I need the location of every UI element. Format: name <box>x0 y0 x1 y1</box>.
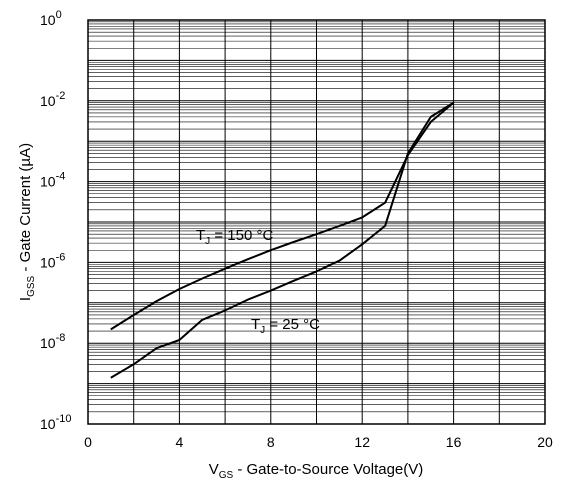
series-line-150c <box>110 101 455 331</box>
series-label-25c: TJ = 25 °C <box>251 316 320 336</box>
y-tick-labels: 100 10-2 10-4 10-6 10-8 10-10 <box>40 9 71 432</box>
x-tick-labels: 0 4 8 12 16 20 <box>84 434 553 450</box>
y-tick-label: 10-10 <box>40 413 71 432</box>
y-tick-label: 10-8 <box>40 332 65 351</box>
plot-frame <box>87 19 546 425</box>
x-tick-label: 0 <box>84 434 92 450</box>
x-tick-label: 8 <box>267 434 275 450</box>
y-tick-label: 100 <box>40 9 62 28</box>
series-group <box>110 101 455 379</box>
x-tick-label: 20 <box>537 434 553 450</box>
series-line-25c <box>110 101 455 379</box>
x-tick-label: 12 <box>354 434 370 450</box>
series-label-150c: TJ = 150 °C <box>196 227 273 247</box>
x-tick-label: 16 <box>446 434 462 450</box>
grid-lines <box>88 20 545 425</box>
x-axis-label: VGS - Gate-to-Source Voltage(V) <box>209 461 424 481</box>
y-axis-label: IGSS - Gate Current (µA) <box>17 143 37 301</box>
y-tick-label: 10-2 <box>40 90 65 109</box>
y-tick-label: 10-4 <box>40 171 65 190</box>
x-tick-label: 4 <box>176 434 184 450</box>
y-tick-label: 10-6 <box>40 251 65 270</box>
